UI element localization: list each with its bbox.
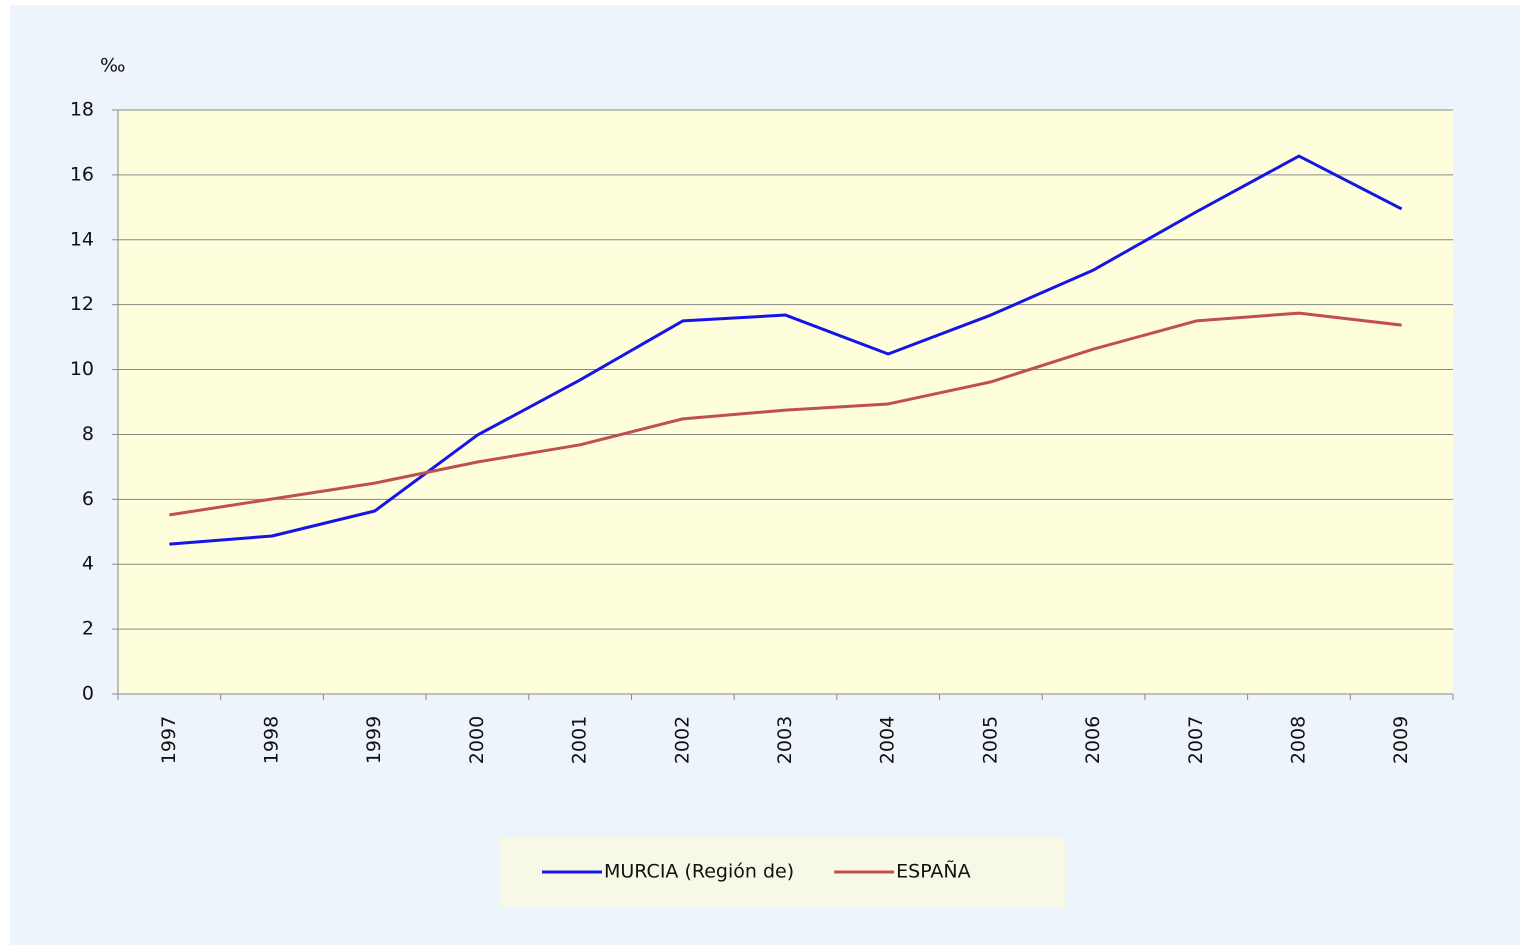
legend-label: ESPAÑA (896, 860, 971, 883)
y-tick-label: 12 (70, 293, 94, 315)
x-tick-label: 2004 (877, 716, 899, 764)
y-tick-label: 0 (82, 683, 94, 705)
x-tick-label: 2003 (774, 716, 796, 764)
data-line (169, 154, 1403, 546)
y-tick-label: 6 (82, 488, 94, 510)
x-tick-label: 2005 (979, 716, 1001, 764)
y-tick-label: 14 (70, 228, 94, 250)
y-tick-label: 18 (70, 99, 94, 121)
y-tick-label: 4 (82, 553, 94, 575)
y-tick-label: 10 (70, 358, 94, 380)
legend-label: MURCIA (Región de) (604, 861, 794, 883)
x-tick-label: 1997 (158, 716, 180, 764)
x-tick-label: 2009 (1390, 716, 1412, 764)
plot-area (118, 110, 1453, 694)
x-tick-label: 2000 (466, 716, 488, 764)
x-tick-label: 1999 (363, 716, 385, 764)
y-tick-label: 8 (82, 423, 94, 445)
x-tick-label: 2007 (1185, 716, 1207, 764)
data-line (169, 311, 1402, 517)
y-tick-label: 16 (70, 163, 94, 185)
x-tick-label: 2002 (671, 716, 693, 764)
y-axis-label: ‰ (100, 55, 126, 77)
x-tick-label: 1998 (261, 716, 283, 764)
x-tick-label: 2008 (1287, 716, 1309, 764)
x-tick-label: 2006 (1082, 716, 1104, 764)
x-tick-label: 2001 (569, 716, 591, 764)
y-tick-label: 2 (82, 618, 94, 640)
